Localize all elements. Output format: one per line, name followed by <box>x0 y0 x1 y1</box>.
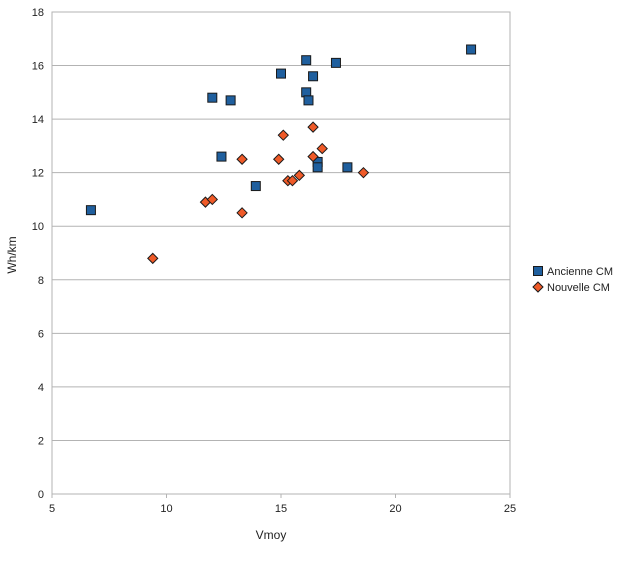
x-tick-label: 25 <box>504 503 516 515</box>
diamond-marker <box>357 166 370 179</box>
data-points <box>85 44 477 265</box>
diamond-marker <box>236 207 248 219</box>
diamond-marker <box>293 169 306 182</box>
y-tick-label: 2 <box>38 435 44 447</box>
legend-item: Nouvelle CM <box>532 281 610 294</box>
y-tick-label: 10 <box>32 221 44 233</box>
x-tick-label: 5 <box>49 503 55 515</box>
diamond-marker <box>316 142 328 155</box>
legend-label: Nouvelle CM <box>547 282 610 294</box>
square-marker <box>308 71 319 82</box>
grid <box>52 11 510 495</box>
square-marker <box>301 55 312 66</box>
diamond-marker <box>206 193 219 206</box>
plot-frame <box>51 11 511 495</box>
diamond-marker <box>307 150 319 163</box>
diamond-marker <box>236 153 248 165</box>
square-marker <box>216 151 227 162</box>
square-marker <box>330 57 341 68</box>
square-marker <box>225 95 236 106</box>
y-tick-label: 18 <box>32 7 44 19</box>
legend-item: Ancienne CM <box>533 266 613 278</box>
legend-marker <box>532 281 544 293</box>
x-tick-label: 10 <box>160 503 172 515</box>
x-tick-label: 15 <box>275 503 287 515</box>
square-marker <box>303 95 314 106</box>
square-marker <box>250 181 261 192</box>
x-tick-label: 20 <box>389 503 401 515</box>
square-marker <box>276 68 286 79</box>
tick-labels: 0 2 4 6 8 10 12 14 16 18 5 10 15 20 25 <box>32 7 516 515</box>
diamond-marker <box>273 153 285 165</box>
series-nouvelle-cm <box>147 121 370 265</box>
y-tick-label: 12 <box>32 168 44 180</box>
diamond-marker <box>286 174 299 187</box>
axes <box>51 11 511 498</box>
y-tick-label: 16 <box>32 61 44 73</box>
legend: Ancienne CM Nouvelle CM <box>532 266 613 294</box>
diamond-marker <box>277 129 289 141</box>
y-axis-title: Wh/km <box>5 236 19 273</box>
y-tick-label: 6 <box>38 328 44 340</box>
x-axis-title: Vmoy <box>256 528 287 542</box>
y-tick-label: 0 <box>38 489 44 501</box>
series-ancienne-cm <box>85 44 477 216</box>
square-marker <box>466 44 477 55</box>
legend-label: Ancienne CM <box>547 266 613 278</box>
y-tick-label: 14 <box>32 114 44 126</box>
square-marker <box>207 92 218 103</box>
square-marker <box>342 162 353 173</box>
legend-marker <box>533 266 543 276</box>
square-marker <box>85 205 96 216</box>
square-marker <box>312 162 323 173</box>
y-tick-label: 8 <box>38 275 44 287</box>
y-tick-label: 4 <box>38 382 44 394</box>
diamond-marker <box>307 121 319 133</box>
diamond-marker <box>147 252 159 265</box>
